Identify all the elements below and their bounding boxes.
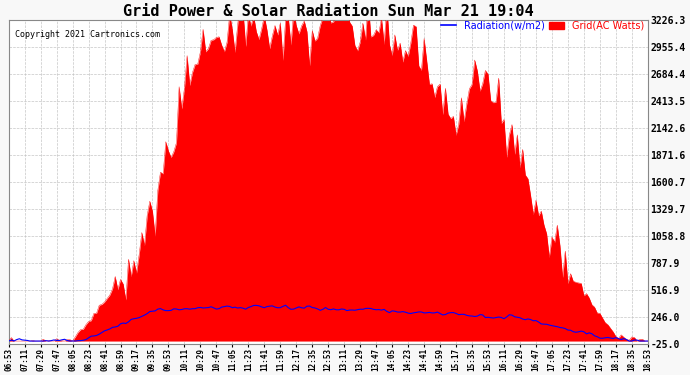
Text: Copyright 2021 Cartronics.com: Copyright 2021 Cartronics.com (15, 30, 160, 39)
Legend: Radiation(w/m2), Grid(AC Watts): Radiation(w/m2), Grid(AC Watts) (437, 17, 648, 35)
Title: Grid Power & Solar Radiation Sun Mar 21 19:04: Grid Power & Solar Radiation Sun Mar 21 … (123, 4, 533, 19)
